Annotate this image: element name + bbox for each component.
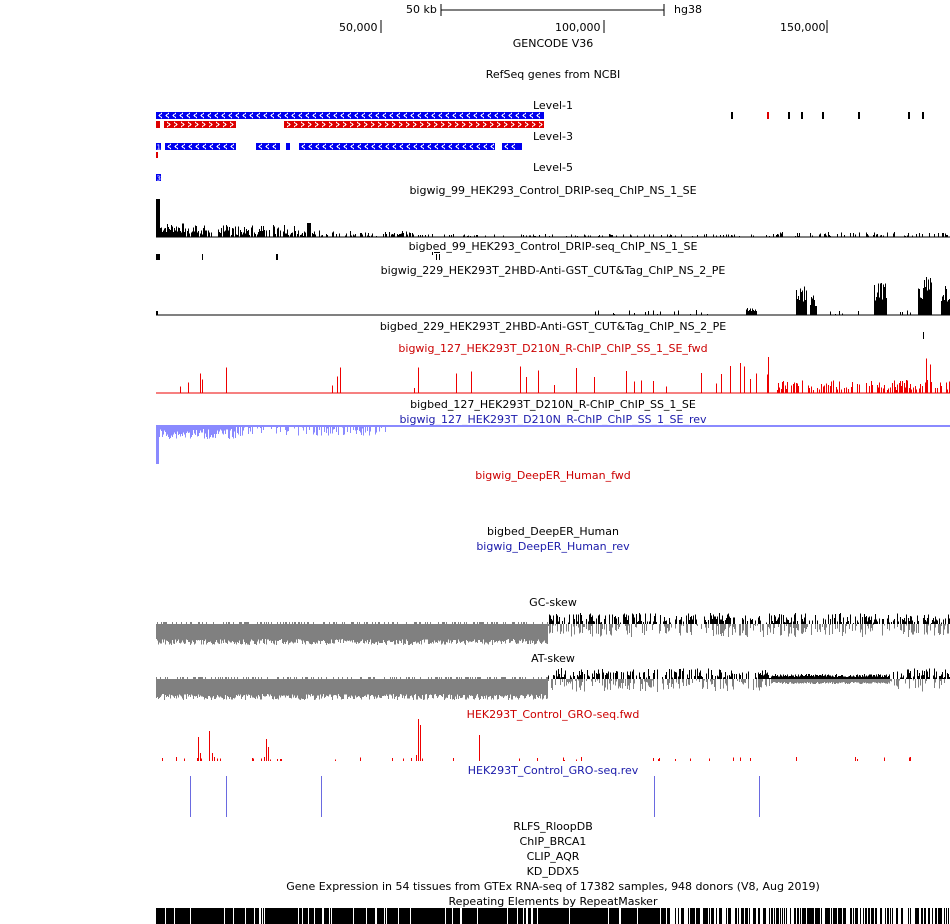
track-label-aqr[interactable]: CLIP_AQR [526, 850, 580, 863]
track-label-gtex[interactable]: Gene Expression in 54 tissues from GTEx … [286, 880, 820, 893]
gro-fwd-signal-track[interactable] [156, 719, 950, 763]
minus-strand-gene [299, 143, 495, 150]
gene-tick [731, 112, 733, 119]
peak [202, 254, 203, 260]
track-label-rchip-rev[interactable]: bigwig_127_HEK293T_D210N_R-ChIP_ChIP_SS_… [399, 413, 707, 426]
peak [432, 252, 433, 255]
track-label-rchip-bigbed[interactable]: bigbed_127_HEK293T_D210N_R-ChIP_ChIP_SS_… [410, 398, 696, 411]
drip-peaks-track[interactable] [156, 252, 950, 262]
skew-positive-bars [548, 668, 950, 679]
gene-tick [922, 112, 924, 119]
track-label-level5[interactable]: Level-5 [532, 161, 573, 174]
strand-chevrons [167, 143, 516, 150]
ruler-tick-label: 100,000 [555, 21, 601, 34]
cuttag-signal-bars [156, 277, 950, 315]
gene-tick [788, 112, 790, 119]
rchip-rev-signal-track[interactable] [156, 425, 950, 467]
peak [439, 254, 440, 260]
track-label-gencode[interactable]: GENCODE V36 [512, 37, 594, 50]
gro-fwd-bars [162, 719, 911, 761]
rchip-fwd-signal-track[interactable] [156, 352, 950, 394]
gene-tick [858, 112, 860, 119]
exon-number: 3 [157, 175, 161, 183]
track-label-brca1[interactable]: ChIP_BRCA1 [519, 835, 587, 848]
track-label-drip-bigbed[interactable]: bigbed_99_HEK293_Control_DRIP-seq_ChIP_N… [408, 240, 698, 253]
ruler-tick-label: 150,000 [780, 21, 826, 34]
track-label-repeatmasker[interactable]: Repeating Elements by RepeatMasker [448, 895, 658, 908]
gro-rev-signal-track[interactable] [156, 776, 950, 818]
ruler-scale-bar [380, 4, 828, 33]
plus-strand-gene [156, 152, 158, 158]
level5-gene-track[interactable]: 3 [156, 173, 950, 183]
gene-tick [822, 112, 824, 119]
track-label-gc-skew[interactable]: GC-skew [529, 596, 577, 609]
rchip-fwd-bars [180, 357, 950, 393]
track-label-rlfs[interactable]: RLFS_RloopDB [513, 820, 593, 833]
plus-strand-gene [164, 121, 236, 128]
peak [923, 332, 924, 339]
track-label-cuttag-bigwig[interactable]: bigwig_229_HEK293T_2HBD-Anti-GST_CUT&Tag… [380, 264, 726, 277]
track-label-at-skew[interactable]: AT-skew [531, 652, 575, 665]
skew-negative-bars [156, 677, 945, 700]
repeat-elements [156, 908, 949, 924]
minus-strand-gene [156, 174, 161, 181]
ruler-tick-label: 50,000 [339, 21, 378, 34]
track-label-deeper-rev[interactable]: bigwig_DeepER_Human_rev [476, 540, 630, 553]
level3-gene-track[interactable]: 1 [156, 142, 950, 160]
rchip-rev-bars [156, 426, 386, 464]
track-label-drip-bigwig[interactable]: bigwig_99_HEK293_Control_DRIP-seq_ChIP_N… [409, 184, 697, 197]
gro-rev-bars [190, 776, 760, 817]
at-skew-track[interactable] [156, 663, 950, 705]
track-label-cuttag-bigbed[interactable]: bigbed_229_HEK293T_2HBD-Anti-GST_CUT&Tag… [379, 320, 727, 333]
exon-number: 1 [157, 144, 161, 152]
chevron-marks [167, 143, 516, 150]
peak [436, 254, 437, 260]
track-label-deeper-bigbed[interactable]: bigbed_DeepER_Human [486, 525, 619, 538]
repeatmasker-track[interactable] [156, 908, 950, 924]
peak [434, 252, 440, 253]
track-label-level3[interactable]: Level-3 [532, 130, 573, 143]
track-label-deeper-fwd[interactable]: bigwig_DeepER_Human_fwd [475, 469, 631, 482]
track-label-gro-rev[interactable]: HEK293T_Control_GRO-seq.rev [467, 764, 639, 777]
plus-strand-gene [284, 121, 544, 128]
minus-strand-gene [256, 143, 280, 150]
track-label-ddx5[interactable]: KD_DDX5 [526, 865, 580, 878]
chevron-marks [158, 112, 541, 119]
drip-signal-bars [156, 199, 948, 237]
minus-strand-gene [286, 143, 290, 150]
gene-tick [908, 112, 910, 119]
ruler-scale-label: 50 kb [406, 3, 437, 16]
plus-strand-gene [156, 121, 160, 128]
chevron-marks [166, 121, 543, 128]
ruler-assembly: hg38 [674, 3, 702, 16]
track-label-gro-fwd[interactable]: HEK293T_Control_GRO-seq.fwd [466, 708, 640, 721]
track-label-refseq[interactable]: RefSeq genes from NCBI [485, 68, 621, 81]
peak [276, 254, 278, 260]
skew-positive-bars [549, 613, 950, 624]
cuttag-signal-track[interactable] [156, 276, 950, 318]
minus-strand-gene [156, 112, 544, 119]
gc-skew-track[interactable] [156, 607, 950, 649]
level1-gene-track[interactable] [156, 111, 950, 129]
track-label-rchip-fwd[interactable]: bigwig_127_HEK293T_D210N_R-ChIP_ChIP_SS_… [398, 342, 708, 355]
strand-chevrons [158, 112, 543, 128]
minus-strand-gene [165, 143, 236, 150]
drip-signal-track[interactable] [156, 196, 950, 238]
minus-strand-gene [156, 143, 161, 150]
gene-tick [801, 112, 803, 119]
track-label-level1[interactable]: Level-1 [532, 99, 573, 112]
skew-negative-bars [156, 622, 949, 645]
peak [156, 254, 160, 260]
gene-tick [767, 112, 769, 119]
cuttag-peaks-track[interactable] [156, 332, 950, 342]
